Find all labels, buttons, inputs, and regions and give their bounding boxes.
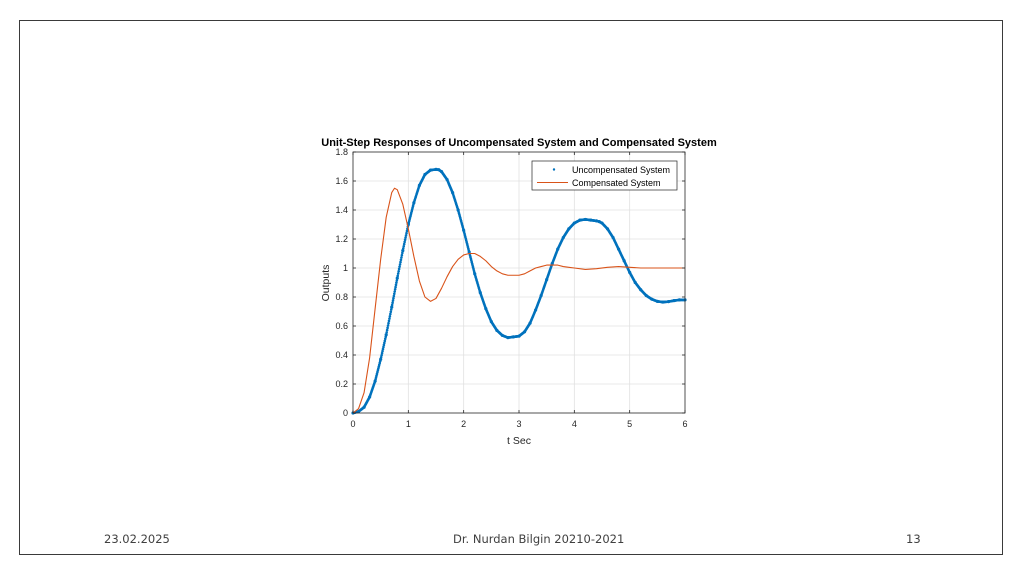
interp-dot: [394, 283, 398, 287]
x-axis-label: t Sec: [507, 435, 531, 447]
interp-dot: [404, 234, 408, 237]
interp-dot: [397, 269, 400, 273]
y-tick-label: 0: [343, 408, 348, 418]
interp-dot: [383, 337, 387, 341]
interp-dot: [394, 285, 397, 289]
interp-dot: [389, 310, 393, 314]
interp-dot: [391, 301, 394, 304]
interp-dot: [385, 331, 388, 334]
y-tick-label: 1.4: [335, 205, 348, 215]
interp-dot: [381, 349, 384, 353]
slide-frame: [19, 20, 1003, 555]
y-tick-label: 0.4: [335, 350, 348, 360]
ticks: 0 1 2 3 4 5 6 0 0.2 0.4 0.6 0.8 1 1.2 1.4 1.6 1.8: [335, 147, 687, 429]
data-point: [395, 276, 399, 280]
footer-author: Dr. Nurdan Bilgin 20210-2021: [453, 532, 625, 546]
legend: Uncompensated System Compensated System: [531, 160, 678, 191]
interp-dot: [402, 244, 406, 248]
interp-dot: [388, 317, 391, 320]
interp-dot: [399, 258, 403, 262]
interp-dot: [401, 251, 404, 255]
interp-dot: [389, 308, 393, 311]
chart-title: Unit-Step Responses of Uncompensated Sys…: [321, 137, 717, 149]
grid: [353, 152, 685, 413]
y-tick-label: 1.2: [335, 234, 348, 244]
interp-dot: [400, 256, 403, 259]
interp-dot: [382, 345, 385, 349]
legend-marker-uncompensated: [552, 168, 556, 171]
series-compensated: [352, 187, 685, 414]
interp-dot: [395, 281, 398, 284]
interp-dot: [379, 355, 383, 359]
y-tick-label: 1.8: [335, 147, 348, 157]
interp-dot: [401, 247, 405, 250]
y-axis-label: Outputs: [320, 265, 332, 302]
interp-dot: [385, 328, 389, 332]
interp-dot: [396, 274, 400, 278]
footer-page-number: 13: [906, 532, 921, 546]
legend-label-uncompensated: Uncompensated System: [572, 165, 670, 175]
interp-dot: [405, 231, 408, 235]
interp-dot: [391, 299, 395, 302]
interp-dot: [398, 265, 401, 268]
y-tick-label: 1: [343, 263, 348, 273]
footer-date: 23.02.2025: [104, 532, 170, 546]
interp-dot: [387, 321, 390, 325]
interp-dot: [403, 240, 406, 244]
interp-dot: [389, 312, 392, 316]
interp-dot: [381, 347, 385, 351]
interp-dot: [400, 253, 404, 257]
interp-dot: [386, 326, 389, 330]
x-tick-label: 1: [406, 419, 411, 429]
series-uncompensated: [351, 167, 687, 415]
interp-dot: [383, 339, 387, 343]
interp-dot: [386, 324, 390, 327]
x-tick-label: 3: [516, 419, 521, 429]
data-point: [401, 249, 405, 253]
interp-dot: [396, 272, 400, 275]
interp-dot: [399, 260, 402, 264]
interp-dot: [397, 267, 401, 271]
interp-dot: [393, 288, 397, 291]
y-tick-label: 0.6: [335, 321, 348, 331]
y-tick-label: 0.2: [335, 379, 348, 389]
interp-dot: [392, 296, 395, 300]
legend-label-compensated: Compensated System: [572, 178, 661, 188]
interp-dot: [392, 294, 396, 298]
x-tick-label: 4: [572, 419, 577, 429]
data-point: [384, 333, 388, 337]
data-point: [390, 305, 394, 309]
interp-dot: [390, 303, 394, 307]
interp-dot: [404, 236, 407, 239]
interp-dot: [405, 229, 409, 233]
interp-dot: [383, 341, 386, 345]
interp-dot: [398, 263, 402, 266]
y-tick-label: 0.8: [335, 292, 348, 302]
interp-dot: [380, 353, 383, 357]
interp-dot: [380, 351, 384, 355]
x-tick-label: 0: [350, 419, 355, 429]
y-tick-label: 1.6: [335, 176, 348, 186]
legend-box: [531, 160, 678, 191]
interp-dot: [387, 319, 391, 323]
x-tick-label: 5: [627, 419, 632, 429]
interp-dot: [403, 238, 407, 242]
interp-dot: [388, 315, 392, 318]
x-tick-label: 2: [461, 419, 466, 429]
interp-dot: [402, 242, 406, 246]
compensated-line: [352, 187, 685, 414]
interp-dot: [392, 292, 396, 296]
x-tick-label: 6: [682, 419, 687, 429]
interp-dot: [382, 343, 386, 347]
interp-dot: [393, 290, 397, 293]
series-layer: [351, 167, 687, 415]
